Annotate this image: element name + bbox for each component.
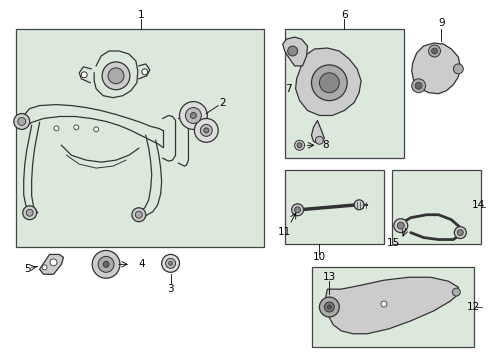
Text: 7: 7 [285,84,292,94]
Circle shape [14,113,30,129]
Circle shape [135,211,142,218]
Text: 11: 11 [278,226,292,237]
Bar [16,29,264,247]
Circle shape [108,68,124,84]
Circle shape [397,222,404,229]
Circle shape [204,128,209,133]
Circle shape [103,261,109,267]
Circle shape [324,302,334,312]
Circle shape [292,204,303,216]
Circle shape [394,219,408,233]
Circle shape [200,125,212,136]
Bar [285,170,384,244]
Circle shape [319,73,339,93]
Text: 13: 13 [323,272,336,282]
Circle shape [132,208,146,222]
Circle shape [319,297,339,317]
Text: 14: 14 [472,200,485,210]
Circle shape [452,288,460,296]
Circle shape [18,117,25,125]
Circle shape [50,259,57,266]
Circle shape [81,72,87,78]
Circle shape [169,261,172,265]
Circle shape [102,62,130,90]
Circle shape [453,64,464,74]
Circle shape [415,82,422,89]
Text: 2: 2 [219,98,225,108]
Circle shape [74,125,79,130]
Circle shape [312,65,347,100]
Circle shape [429,45,441,57]
Polygon shape [325,277,458,334]
Polygon shape [412,43,460,94]
Circle shape [454,227,466,239]
Circle shape [23,206,37,220]
Polygon shape [283,37,308,66]
Text: 8: 8 [322,140,329,150]
Circle shape [162,255,179,272]
Bar [392,170,481,244]
Polygon shape [40,255,63,274]
Circle shape [288,46,297,56]
Bar [313,267,474,347]
Text: 15: 15 [387,238,400,248]
Circle shape [354,200,364,210]
Circle shape [457,230,464,235]
Circle shape [381,301,387,307]
Circle shape [142,69,148,75]
Circle shape [26,209,33,216]
Circle shape [294,140,305,150]
Circle shape [412,79,426,93]
Text: 12: 12 [467,302,480,312]
Text: 4: 4 [139,259,146,269]
Circle shape [94,127,98,132]
Circle shape [166,258,175,268]
Polygon shape [295,48,361,116]
Text: 9: 9 [438,18,445,28]
Circle shape [195,118,218,142]
Circle shape [179,102,207,129]
Text: 6: 6 [341,10,347,20]
Circle shape [92,251,120,278]
Circle shape [294,207,300,213]
Bar [285,29,404,158]
Circle shape [297,143,302,148]
Circle shape [191,113,196,118]
Circle shape [185,108,201,123]
Circle shape [98,256,114,272]
Text: 5: 5 [24,264,31,274]
Circle shape [54,126,59,131]
Circle shape [432,48,438,54]
Circle shape [327,305,331,309]
Circle shape [42,265,47,270]
Circle shape [316,136,323,144]
Polygon shape [312,121,324,143]
Text: 10: 10 [313,252,326,262]
Text: 1: 1 [138,10,144,20]
Text: 3: 3 [167,284,174,294]
